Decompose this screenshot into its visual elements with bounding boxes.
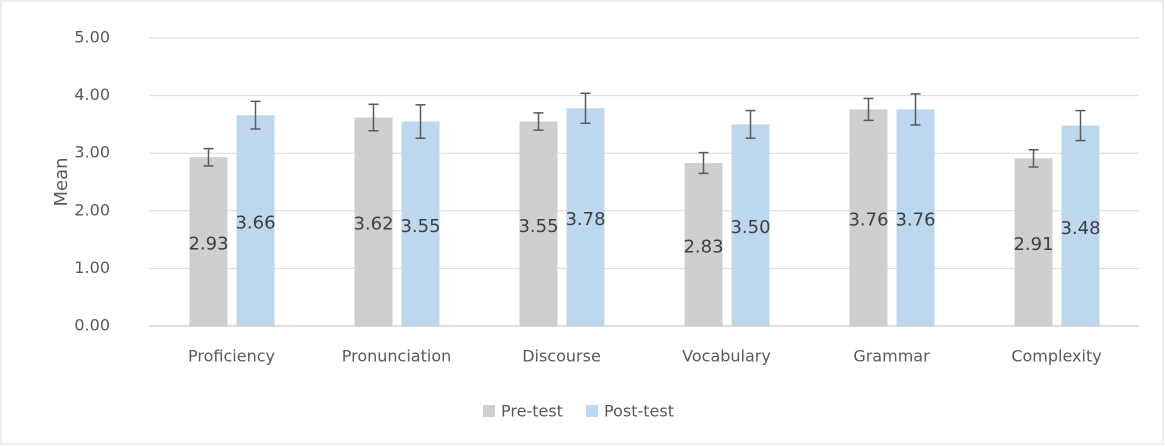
data-label: 3.50 [730,217,770,238]
data-label: 3.62 [353,214,393,235]
error-bar [368,103,379,132]
x-tick-label: Complexity [1011,347,1101,366]
error-bar [580,92,591,124]
y-tick-label: 0.00 [74,316,110,335]
y-tick-label: 4.00 [74,85,110,104]
data-label: 3.76 [895,210,935,231]
bar [189,157,228,326]
bar [401,121,440,327]
bar [896,109,935,326]
legend-label: Post-test [604,402,674,421]
bar [519,121,558,327]
data-label: 2.93 [188,234,228,255]
error-bar [203,147,214,167]
y-tick-label: 5.00 [74,28,110,47]
legend-label: Pre-test [501,402,563,421]
data-label: 3.48 [1060,218,1100,239]
error-bar [863,97,874,122]
error-bar [745,109,756,139]
data-label: 3.66 [235,213,275,234]
bar [566,108,605,326]
y-tick-label: 2.00 [74,200,110,219]
bar [849,109,888,326]
bar [1061,125,1100,326]
error-bar [1028,148,1039,168]
x-tick-label: Pronunciation [342,347,452,366]
data-label: 3.78 [565,209,605,230]
data-label: 3.76 [848,210,888,231]
x-tick-label: Grammar [853,347,930,366]
x-tick-label: Discourse [522,347,601,366]
legend-swatch [483,405,495,417]
data-label: 3.55 [400,216,440,237]
legend-swatch [586,405,598,417]
y-axis-label: Mean [51,157,72,206]
error-bar [533,112,544,131]
x-tick-label: Vocabulary [682,347,771,366]
bar [684,162,723,326]
bar [354,117,393,326]
error-bar [698,151,709,175]
error-bar [415,104,426,139]
data-label: 2.83 [683,236,723,257]
error-bar [250,100,261,130]
y-tick-label: 1.00 [74,258,110,277]
data-label: 3.55 [518,216,558,237]
error-bar [1075,109,1086,142]
y-tick-label: 3.00 [74,143,110,162]
x-tick-label: Proficiency [188,347,275,366]
error-bar [910,93,921,126]
bar [1014,158,1053,326]
data-label: 2.91 [1013,234,1053,255]
bar [236,115,275,327]
bar [731,124,770,327]
